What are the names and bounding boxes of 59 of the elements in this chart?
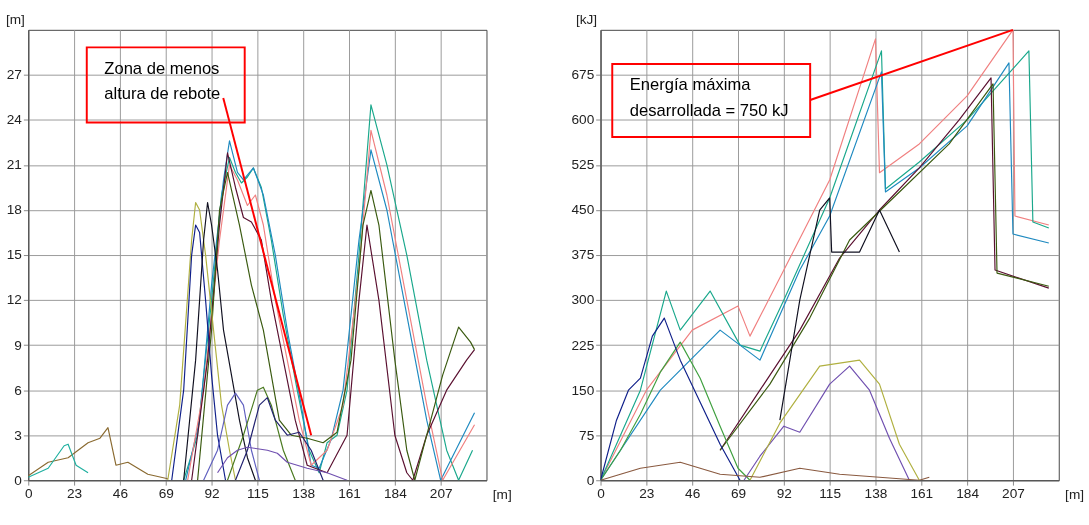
line-series <box>600 341 751 481</box>
x-tick-label: 138 <box>292 486 316 502</box>
y-tick-label: 600 <box>571 112 595 128</box>
line-series <box>203 392 260 481</box>
x-axis-title: [m] <box>492 487 512 503</box>
y-tick-label: 75 <box>579 427 595 443</box>
x-tick-label: 92 <box>204 486 220 502</box>
x-tick-label: 23 <box>67 486 83 502</box>
y-tick-label: 0 <box>586 472 595 488</box>
line-series <box>183 201 256 481</box>
y-tick-label: 675 <box>571 67 595 83</box>
line-series <box>226 386 296 481</box>
line-series <box>171 224 227 481</box>
x-tick-label: 69 <box>158 486 174 502</box>
y-tick-label: 3 <box>14 427 22 443</box>
x-tick-label: 207 <box>1002 486 1025 502</box>
y-axis-title: [kJ] <box>575 11 598 27</box>
x-tick-label: 161 <box>338 486 361 502</box>
x-tick-label: 161 <box>910 486 934 502</box>
line-series <box>779 197 900 421</box>
y-tick-label: 24 <box>6 112 23 128</box>
y-tick-label: 225 <box>571 337 595 353</box>
annotation: Energía máxima desarrollada = 750 kJ <box>629 75 789 120</box>
line-series <box>600 461 930 481</box>
y-tick-label: 6 <box>14 382 22 398</box>
x-axis-title: [m] <box>1065 487 1085 503</box>
x-tick-label: 69 <box>730 486 747 502</box>
y-tick-label: 27 <box>6 67 22 83</box>
line-series <box>28 443 89 478</box>
y-tick-label: 0 <box>14 472 23 488</box>
x-tick-label: 23 <box>639 486 655 502</box>
line-series <box>28 427 169 480</box>
line-series <box>600 317 741 481</box>
y-tick-label: 150 <box>571 382 595 398</box>
line-series <box>167 201 237 481</box>
x-tick-label: 92 <box>776 486 792 502</box>
x-tick-label: 207 <box>429 486 453 502</box>
x-tick-label: 0 <box>597 486 606 502</box>
y-tick-label: 450 <box>571 202 595 218</box>
x-tick-label: 115 <box>819 486 842 502</box>
x-tick-label: 138 <box>864 486 888 502</box>
y-axis-title: [m] <box>5 11 25 27</box>
y-tick-label: 375 <box>571 247 595 263</box>
y-tick-label: 300 <box>571 292 595 308</box>
line-series <box>216 446 348 481</box>
y-tick-label: 21 <box>6 157 22 173</box>
y-tick-label: 12 <box>6 292 22 308</box>
x-tick-label: 46 <box>112 486 128 502</box>
y-tick-label: 15 <box>6 247 22 263</box>
y-tick-label: 525 <box>571 157 595 173</box>
x-tick-label: 184 <box>956 486 980 502</box>
annotation: Zona de menos altura de rebote <box>104 58 221 104</box>
x-tick-label: 46 <box>685 486 701 502</box>
x-tick-label: 0 <box>24 486 33 502</box>
x-tick-label: 184 <box>383 486 408 502</box>
x-tick-label: 115 <box>247 486 269 502</box>
y-tick-label: 18 <box>6 202 22 218</box>
line-series <box>234 397 324 481</box>
y-tick-label: 9 <box>14 337 22 353</box>
